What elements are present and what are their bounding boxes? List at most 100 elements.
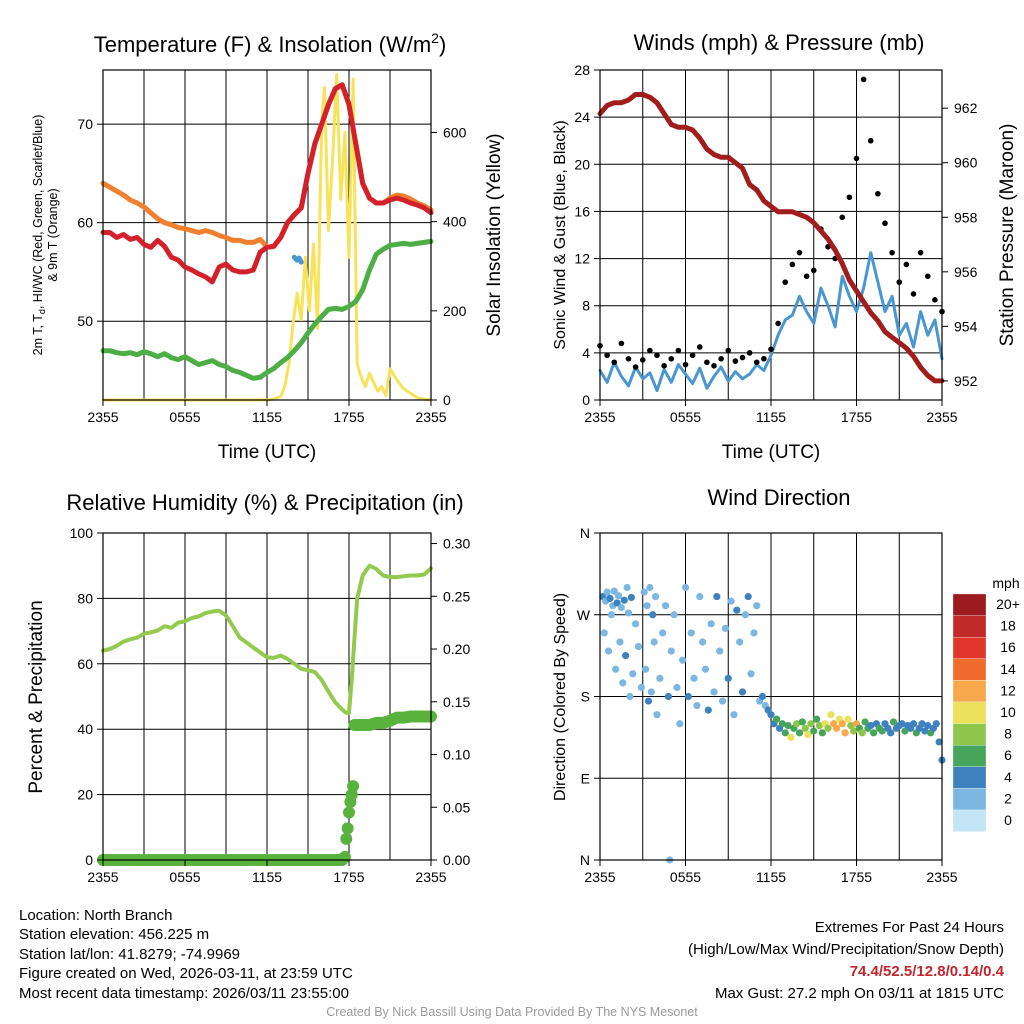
wind-gust-point: [675, 347, 682, 354]
wind-gust-point: [875, 190, 881, 197]
wind-chill-line: [291, 254, 304, 265]
wind-direction-point: [617, 603, 625, 612]
precipitation-point: [340, 832, 353, 845]
wind-gust-point: [625, 355, 632, 362]
x-tick-label: 2355: [926, 409, 957, 425]
wind-direction-point: [647, 688, 655, 696]
wind-direction-point: [898, 720, 906, 728]
legend-swatch: [952, 658, 987, 681]
x-tick-label: 1155: [756, 869, 786, 885]
x-tick-label: 2355: [415, 409, 446, 425]
wind-gust-point: [704, 359, 710, 366]
latlon-text: Station lat/lon: 41.8279; -74.9969: [19, 945, 241, 963]
wind-direction-point: [724, 674, 732, 682]
y-tick-label: 0: [582, 392, 590, 408]
wind-gust-point: [746, 350, 753, 356]
wind-direction-point: [624, 609, 633, 617]
x-tick-label: 1155: [252, 869, 282, 885]
y2-tick-label: 0.30: [443, 536, 470, 552]
wind-gust-point: [924, 273, 931, 280]
wind-gust-point: [639, 357, 646, 363]
wind-direction-point: [781, 729, 789, 737]
wind-direction-point: [661, 602, 670, 610]
wind-direction-point: [600, 629, 608, 637]
wind-direction-point: [640, 588, 648, 596]
x-tick-label: 2355: [584, 869, 615, 885]
y2-tick-label: 600: [443, 124, 467, 140]
wind-gust-point: [761, 355, 767, 362]
y-axis-label-subscript: d: [37, 309, 47, 314]
wind-direction-point: [604, 647, 613, 655]
wind-gust-point: [718, 355, 724, 362]
wind-direction-point: [773, 715, 781, 723]
x-axis-label: Time (UTC): [218, 442, 317, 463]
wind-direction-point: [815, 721, 824, 730]
wind-direction-point: [687, 629, 695, 637]
wind-gust-point: [853, 155, 860, 162]
y-tick-label: 28: [574, 62, 590, 78]
wind-gust-point: [910, 291, 917, 297]
y-tick-label: N: [580, 852, 590, 868]
wind-direction-point: [651, 592, 660, 601]
wind-direction-point: [718, 697, 727, 705]
sonic-wind-line: [598, 251, 944, 393]
wind-gust-point: [611, 359, 618, 366]
y-tick-label: 20: [574, 156, 590, 172]
wind-gust-point: [860, 76, 867, 83]
legend-swatch: [952, 593, 987, 616]
legend-label: 8: [1004, 726, 1012, 742]
wind-direction-point: [699, 638, 707, 646]
station-info: Location: North Branch Station elevation…: [19, 906, 353, 1003]
wind-direction-point: [716, 647, 724, 655]
extremes-panel: Extremes For Past 24 Hours (High/Low/Max…: [688, 917, 1004, 1005]
wind-direction-point: [713, 592, 721, 601]
wind-direction-point: [870, 729, 878, 737]
wind-direction-point: [841, 729, 849, 737]
wind-gust-point: [839, 214, 846, 221]
wind-direction-point: [795, 729, 804, 737]
x-tick-label: 0555: [670, 409, 701, 425]
wind-direction-point: [612, 665, 620, 673]
wind-direction-point: [878, 727, 886, 735]
legend-title: mph: [992, 575, 1019, 591]
x-tick-label: 2355: [87, 409, 118, 425]
legend-label: 2: [1004, 790, 1012, 806]
legend-swatch: [952, 723, 987, 746]
wind-direction-point: [667, 647, 675, 655]
legend-label: 0: [1004, 812, 1012, 828]
wind-gust-point: [604, 352, 610, 359]
wind-direction-point: [681, 583, 690, 592]
wind-direction-point: [646, 583, 654, 592]
y2-tick-label: 956: [954, 264, 978, 280]
wind-direction-point: [606, 594, 614, 603]
wind-gust-point: [803, 273, 810, 280]
wind-gust-point: [739, 354, 746, 361]
wind-direction-point: [653, 711, 661, 719]
y2-tick-label: 400: [443, 214, 467, 230]
wind-direction-point: [643, 602, 651, 610]
wind-direction-point: [824, 724, 832, 732]
wind-direction-point: [810, 727, 818, 735]
wind-direction-point: [861, 718, 869, 726]
legend-label: 6: [1004, 747, 1012, 763]
x-tick-label: 0555: [169, 869, 200, 885]
wind-direction-point: [801, 724, 809, 732]
y-axis-label: Percent & Precipitation: [26, 600, 47, 793]
wind-direction-point: [753, 602, 761, 610]
wind-direction-point: [613, 599, 621, 607]
y-tick-label: 40: [77, 721, 93, 737]
wind-direction-point: [887, 729, 895, 737]
relative-humidity-line: [101, 563, 433, 715]
y2-tick-label: 954: [954, 318, 978, 334]
y-tick-label: W: [577, 607, 591, 623]
wind-direction-point: [634, 642, 643, 651]
y2-axis-label: Solar Insolation (Yellow): [484, 133, 505, 336]
wind-direction-point: [704, 706, 712, 714]
y-axis-label-part: 2m T, T: [31, 314, 45, 356]
y2-tick-label: 960: [954, 155, 978, 171]
wind-direction-point: [673, 683, 681, 692]
precipitation-point: [343, 806, 355, 819]
x-tick-label: 1155: [756, 409, 786, 425]
x-tick-label: 2355: [926, 869, 957, 885]
legend-swatch: [952, 809, 987, 832]
